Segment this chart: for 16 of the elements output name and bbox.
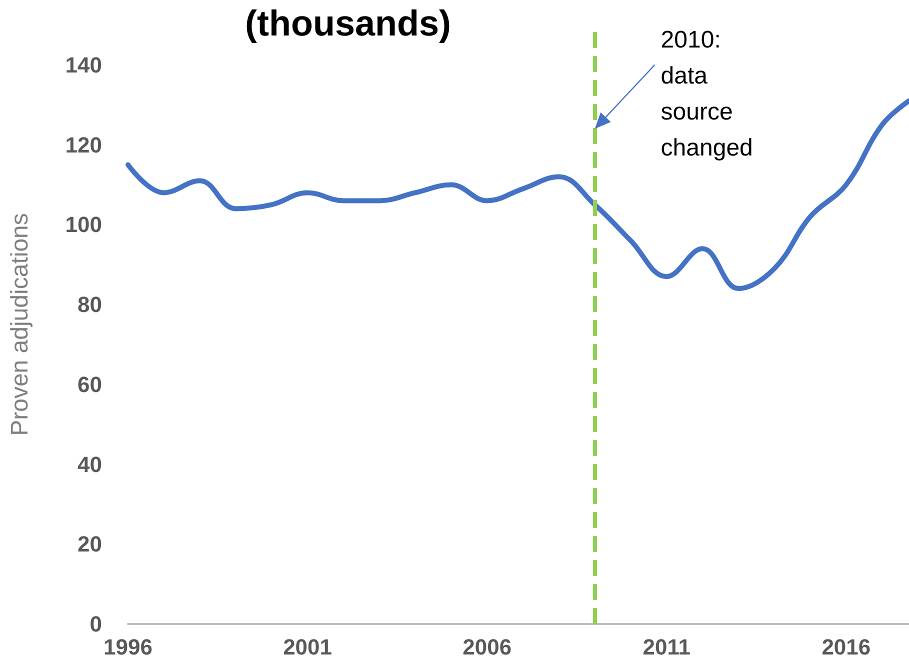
y-tick-label: 120 <box>65 132 102 158</box>
x-tick-label: 2016 <box>822 634 871 660</box>
x-tick-label: 2001 <box>283 634 332 660</box>
y-tick-label: 0 <box>90 612 102 636</box>
annotation: 2010: data source changed <box>660 26 753 162</box>
y-tick-label: 60 <box>78 372 102 397</box>
y-tick-label: 100 <box>65 212 102 238</box>
chart-title: (thousands) <box>245 2 451 44</box>
y-tick-label: 20 <box>78 532 102 557</box>
x-tick-label: 2011 <box>642 634 690 660</box>
x-tick-label: 1996 <box>104 634 152 660</box>
x-tick-label: 2006 <box>462 634 512 660</box>
y-tick-label: 140 <box>65 52 102 78</box>
y-axis-title: Proven adjudications <box>6 213 34 436</box>
y-tick-label: 80 <box>78 292 102 318</box>
y-tick-label: 40 <box>78 452 102 477</box>
